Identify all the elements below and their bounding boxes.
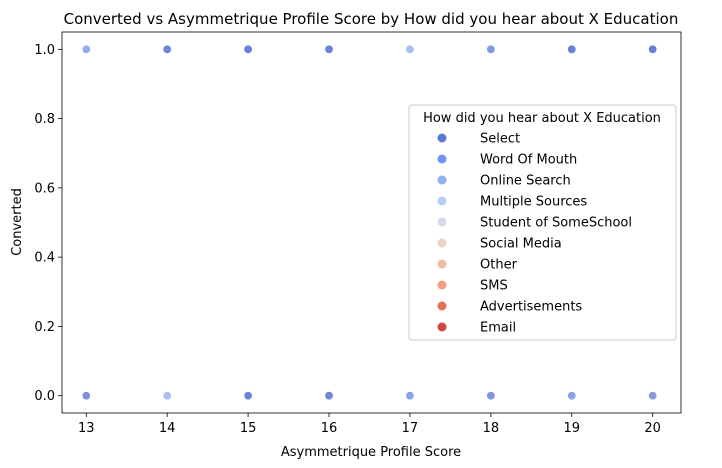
legend-marker [437,259,447,269]
x-tick-label: 13 [78,421,95,436]
data-point [81,391,91,401]
data-point [162,44,172,54]
legend-marker [437,217,447,227]
data-point [243,391,253,401]
y-tick-label: 0.6 [34,181,55,196]
data-point [567,391,577,401]
data-point [567,44,577,54]
y-tick-label: 0.2 [34,320,55,335]
x-tick-label: 19 [563,421,580,436]
data-point [324,44,334,54]
legend-label: Student of SomeSchool [480,216,632,231]
x-axis: 13 14 15 16 17 18 19 20 [78,413,661,436]
data-point [324,391,334,401]
x-tick-label: 17 [402,421,419,436]
legend: How did you hear about X Education Selec… [408,104,677,341]
x-axis-label: Asymmetrique Profile Score [281,445,461,460]
legend-label: Advertisements [480,300,582,315]
x-tick-label: 16 [321,421,338,436]
legend-label: Online Search [480,174,571,189]
chart-title: Converted vs Asymmetrique Profile Score … [64,10,679,28]
legend-label: Social Media [480,237,562,252]
legend-label: Word Of Mouth [480,153,577,168]
data-point [648,391,658,401]
data-point [405,44,415,54]
y-axis-label: Converted [10,188,25,256]
data-point [486,391,496,401]
y-tick-label: 0.0 [34,389,55,404]
x-tick-label: 18 [483,421,500,436]
legend-marker [437,196,447,206]
y-tick-label: 0.4 [34,251,55,266]
data-points [81,44,658,401]
y-axis: 0.0 0.2 0.4 0.6 0.8 1.0 [34,43,62,404]
data-point [81,44,91,54]
legend-marker [437,133,447,143]
y-tick-label: 0.8 [34,112,55,127]
y-tick-label: 1.0 [34,43,55,58]
legend-marker [437,238,447,248]
legend-title: How did you hear about X Education [423,111,661,126]
legend-marker [437,322,447,332]
data-point [243,44,253,54]
legend-marker [437,154,447,164]
x-tick-label: 20 [644,421,661,436]
legend-entries: Select Word Of Mouth Online Search Multiple… [437,132,632,336]
legend-marker [437,175,447,185]
legend-label: Email [480,321,516,336]
data-point [486,44,496,54]
x-tick-label: 14 [159,421,176,436]
x-tick-label: 15 [240,421,257,436]
legend-box [408,104,677,341]
legend-label: Select [480,132,520,147]
legend-label: Other [480,258,518,273]
legend-label: Multiple Sources [480,195,587,210]
legend-marker [437,280,447,290]
data-point [405,391,415,401]
data-point [648,44,658,54]
legend-label: SMS [480,279,508,294]
data-point [162,391,172,401]
legend-marker [437,301,447,311]
